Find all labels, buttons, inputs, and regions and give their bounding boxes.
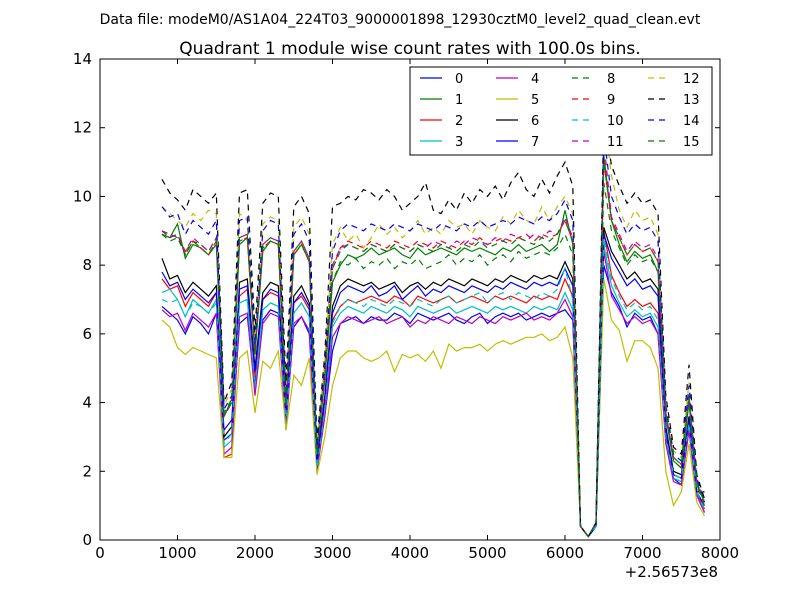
series-line-13 [161,117,706,538]
y-tick-label: 10 [73,187,92,205]
legend-box [409,66,713,156]
y-tick-label: 8 [82,256,92,274]
legend-label-10: 10 [607,114,624,129]
legend-label-0: 0 [455,72,463,87]
legend-label-2: 2 [455,114,463,129]
y-tick-label: 0 [82,531,92,549]
series-line-15 [161,162,706,538]
legend-label-9: 9 [607,93,615,108]
x-tick-label: 7000 [623,544,661,562]
figure-suptitle: Data file: modeM0/AS1A04_224T03_90000018… [100,12,701,28]
axis-layer: 0 1000 2000 3000 4000 5000 6000 7000 80000246810… [73,50,739,562]
series-line-0 [161,264,706,538]
series-line-6 [161,227,705,538]
x-tick-label: 8000 [701,544,739,562]
series-line-11 [161,141,706,538]
series-layer [161,113,706,538]
y-tick-label: 12 [73,119,92,137]
x-tick-label: 2000 [236,544,274,562]
legend-label-13: 13 [683,93,700,108]
legend-label-14: 14 [683,114,700,129]
x-tick-label: 5000 [468,544,506,562]
y-tick-label: 14 [73,50,92,68]
x-tick-label: 0 [95,544,105,562]
legend-label-12: 12 [683,72,700,87]
legend-label-4: 4 [531,72,539,87]
series-line-3 [161,244,706,538]
x-offset-label: +2.56573e8 [625,563,718,581]
series-line-12 [161,113,706,538]
x-tick-label: 6000 [546,544,584,562]
x-tick-label: 3000 [313,544,351,562]
series-line-10 [161,237,706,538]
y-tick-label: 2 [82,462,92,480]
series-line-4 [161,251,706,538]
legend-label-7: 7 [531,135,539,150]
legend-label-3: 3 [455,135,463,150]
legend-label-6: 6 [531,114,539,129]
series-line-5 [161,278,706,538]
legend-label-8: 8 [607,72,615,87]
legend-label-15: 15 [683,135,700,150]
chart-title: Quadrant 1 module wise count rates with … [179,39,640,59]
series-line-7 [161,234,706,538]
x-tick-label: 4000 [391,544,429,562]
legend-label-11: 11 [607,135,624,150]
legend-label-5: 5 [531,93,539,108]
series-line-2 [161,230,706,538]
legend-label-1: 1 [455,93,463,108]
y-tick-label: 4 [82,394,92,412]
x-tick-label: 1000 [158,544,196,562]
y-tick-label: 6 [82,325,92,343]
